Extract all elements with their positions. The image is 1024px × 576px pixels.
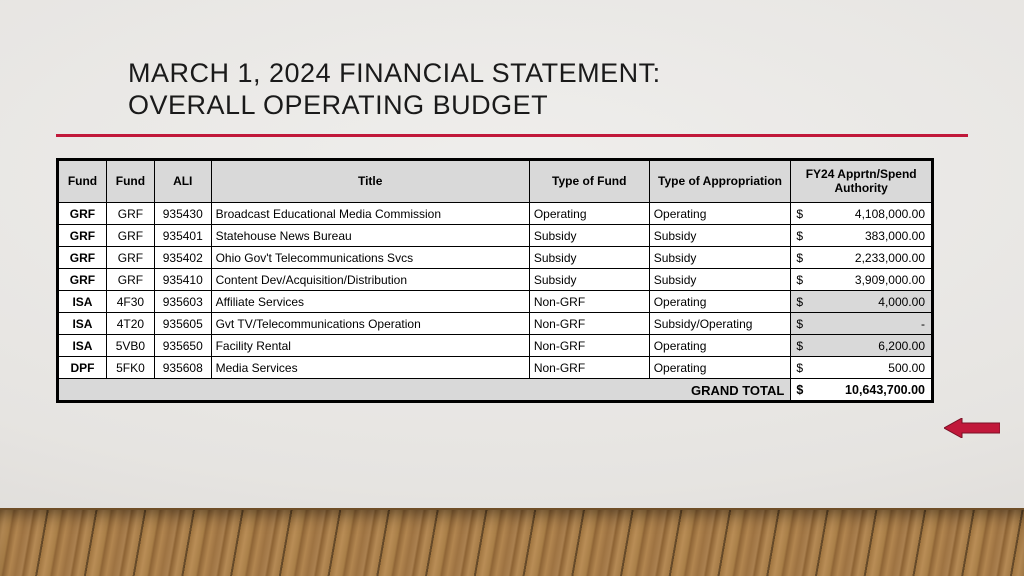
- cell-type-appr: Operating: [649, 291, 791, 313]
- col-fund-b: Fund: [106, 161, 154, 203]
- cell-amount: 4,108,000.00: [791, 203, 932, 225]
- col-type-fund: Type of Fund: [529, 161, 649, 203]
- cell-amount: 3,909,000.00: [791, 269, 932, 291]
- cell-fund-a: GRF: [59, 247, 107, 269]
- cell-type-appr: Subsidy/Operating: [649, 313, 791, 335]
- cell-amount: 383,000.00: [791, 225, 932, 247]
- col-amount: FY24 Apprtn/Spend Authority: [791, 161, 932, 203]
- table-row: ISA5VB0935650Facility RentalNon-GRFOpera…: [59, 335, 932, 357]
- cell-title: Media Services: [211, 357, 529, 379]
- table-row: DPF5FK0935608Media ServicesNon-GRFOperat…: [59, 357, 932, 379]
- table-row: ISA4F30935603Affiliate ServicesNon-GRFOp…: [59, 291, 932, 313]
- table-row: GRFGRF935430Broadcast Educational Media …: [59, 203, 932, 225]
- slide-title: MARCH 1, 2024 FINANCIAL STATEMENT: OVERA…: [128, 58, 661, 122]
- cell-title: Facility Rental: [211, 335, 529, 357]
- cell-fund-b: GRF: [106, 269, 154, 291]
- cell-fund-b: 4T20: [106, 313, 154, 335]
- title-line-2: OVERALL OPERATING BUDGET: [128, 90, 548, 120]
- cell-title: Ohio Gov't Telecommunications Svcs: [211, 247, 529, 269]
- grand-total-row: GRAND TOTAL 10,643,700.00: [59, 379, 932, 401]
- col-title: Title: [211, 161, 529, 203]
- cell-type-fund: Subsidy: [529, 269, 649, 291]
- cell-fund-a: ISA: [59, 335, 107, 357]
- cell-title: Broadcast Educational Media Commission: [211, 203, 529, 225]
- cell-fund-a: GRF: [59, 203, 107, 225]
- cell-ali: 935605: [154, 313, 211, 335]
- table-row: GRFGRF935410Content Dev/Acquisition/Dist…: [59, 269, 932, 291]
- title-underline: [56, 134, 968, 137]
- grand-total-amount: 10,643,700.00: [791, 379, 932, 401]
- cell-fund-b: GRF: [106, 203, 154, 225]
- cell-fund-a: GRF: [59, 225, 107, 247]
- cell-type-appr: Subsidy: [649, 225, 791, 247]
- cell-title: Statehouse News Bureau: [211, 225, 529, 247]
- table-row: ISA4T20935605Gvt TV/Telecommunications O…: [59, 313, 932, 335]
- cell-ali: 935608: [154, 357, 211, 379]
- col-fund-a: Fund: [59, 161, 107, 203]
- col-type-appr: Type of Appropriation: [649, 161, 791, 203]
- cell-title: Content Dev/Acquisition/Distribution: [211, 269, 529, 291]
- cell-type-appr: Subsidy: [649, 247, 791, 269]
- cell-amount: 4,000.00: [791, 291, 932, 313]
- cell-fund-a: ISA: [59, 291, 107, 313]
- title-line-1: MARCH 1, 2024 FINANCIAL STATEMENT:: [128, 58, 661, 88]
- pointer-arrow-icon: [944, 418, 1000, 438]
- cell-fund-b: 4F30: [106, 291, 154, 313]
- cell-type-fund: Operating: [529, 203, 649, 225]
- cell-type-appr: Operating: [649, 357, 791, 379]
- cell-type-appr: Operating: [649, 335, 791, 357]
- cell-ali: 935603: [154, 291, 211, 313]
- cell-fund-b: GRF: [106, 225, 154, 247]
- budget-table: Fund Fund ALI Title Type of Fund Type of…: [56, 158, 934, 403]
- floor-texture: [0, 508, 1024, 576]
- cell-fund-a: ISA: [59, 313, 107, 335]
- grand-total-label: GRAND TOTAL: [59, 379, 791, 401]
- cell-title: Gvt TV/Telecommunications Operation: [211, 313, 529, 335]
- cell-type-fund: Subsidy: [529, 225, 649, 247]
- cell-amount: 6,200.00: [791, 335, 932, 357]
- table-header: Fund Fund ALI Title Type of Fund Type of…: [59, 161, 932, 203]
- col-ali: ALI: [154, 161, 211, 203]
- cell-ali: 935401: [154, 225, 211, 247]
- cell-fund-b: 5FK0: [106, 357, 154, 379]
- cell-type-fund: Non-GRF: [529, 313, 649, 335]
- cell-fund-b: GRF: [106, 247, 154, 269]
- cell-type-fund: Subsidy: [529, 247, 649, 269]
- cell-fund-a: DPF: [59, 357, 107, 379]
- cell-type-appr: Subsidy: [649, 269, 791, 291]
- table-row: GRFGRF935401Statehouse News BureauSubsid…: [59, 225, 932, 247]
- cell-ali: 935430: [154, 203, 211, 225]
- cell-ali: 935410: [154, 269, 211, 291]
- cell-type-fund: Non-GRF: [529, 335, 649, 357]
- cell-ali: 935650: [154, 335, 211, 357]
- cell-amount: 500.00: [791, 357, 932, 379]
- cell-ali: 935402: [154, 247, 211, 269]
- cell-type-fund: Non-GRF: [529, 357, 649, 379]
- cell-amount: 2,233,000.00: [791, 247, 932, 269]
- cell-type-appr: Operating: [649, 203, 791, 225]
- cell-type-fund: Non-GRF: [529, 291, 649, 313]
- table-row: GRFGRF935402Ohio Gov't Telecommunication…: [59, 247, 932, 269]
- cell-title: Affiliate Services: [211, 291, 529, 313]
- cell-fund-a: GRF: [59, 269, 107, 291]
- cell-amount: -: [791, 313, 932, 335]
- cell-fund-b: 5VB0: [106, 335, 154, 357]
